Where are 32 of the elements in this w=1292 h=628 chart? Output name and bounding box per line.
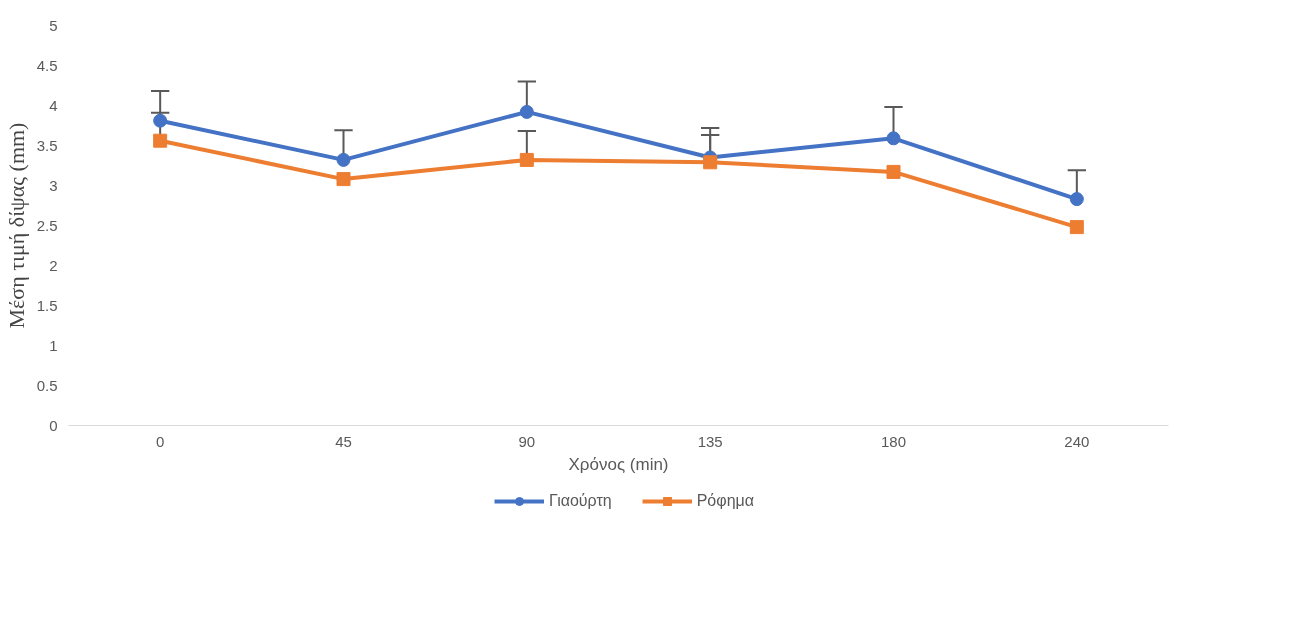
legend-label: Γιαούρτη	[549, 492, 612, 510]
point	[886, 131, 901, 146]
y-tick-label: 3.5	[36, 136, 58, 154]
y-tick-label: 3	[49, 176, 58, 194]
y-tick-label: 2.5	[36, 216, 58, 234]
x-tick-label: 240	[1064, 432, 1090, 450]
point	[519, 104, 534, 119]
y-tick-label: 5	[49, 16, 58, 34]
point	[336, 172, 351, 187]
point	[153, 113, 168, 128]
x-tick-label: 45	[335, 432, 352, 450]
point	[1069, 192, 1084, 207]
x-tick-label: 0	[156, 432, 165, 450]
point	[153, 133, 168, 148]
y-tick-label: 0.5	[36, 376, 58, 394]
x-axis-title: Χρόνος (min)	[568, 454, 669, 474]
y-tick-label: 4.5	[36, 56, 58, 74]
y-tick-label: 1	[49, 336, 58, 354]
y-tick-label: 2	[49, 256, 58, 274]
y-tick-label: 1.5	[36, 296, 58, 314]
point	[1069, 220, 1084, 235]
y-tick-label: 4	[49, 96, 58, 114]
y-axis-title: Μέση τιμή δίψας (mm)	[3, 122, 29, 329]
point	[519, 152, 534, 167]
point	[336, 152, 351, 167]
x-tick-label: 180	[880, 432, 907, 450]
x-tick-label: 90	[518, 432, 536, 450]
point	[886, 164, 901, 179]
x-tick-label: 135	[697, 432, 723, 450]
legend-label: Ρόφημα	[696, 492, 754, 510]
y-tick-label: 0	[49, 416, 58, 434]
point	[703, 155, 718, 170]
